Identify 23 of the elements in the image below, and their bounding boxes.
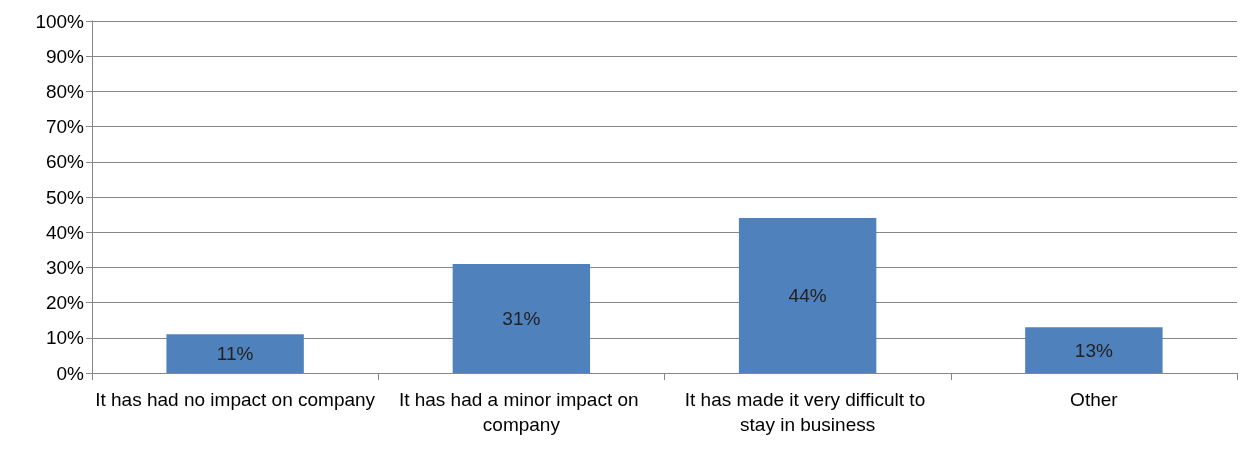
y-tick-label: 50% (45, 186, 85, 208)
y-tick-label: 40% (45, 221, 85, 243)
y-tick-label: 80% (45, 80, 85, 102)
bar (1025, 327, 1163, 373)
bar (738, 218, 877, 373)
x-tick-label: Other (1070, 389, 1119, 410)
x-tick-label: It has made it very difficult to stay in business (684, 389, 931, 435)
y-tick-label: 90% (45, 45, 85, 67)
bar (166, 334, 304, 373)
data-label: 13% (1074, 339, 1113, 361)
x-tick-label: It has had no impact on company (95, 389, 376, 410)
y-tick-label: 10% (45, 327, 85, 349)
y-tick-label: 0% (56, 362, 85, 384)
y-tick-label: 100% (35, 10, 85, 32)
y-tick-label: 20% (45, 292, 85, 314)
y-tick-label: 70% (45, 116, 85, 138)
data-label: 44% (788, 285, 827, 307)
data-label: 11% (216, 343, 254, 365)
y-tick-label: 30% (45, 256, 85, 278)
data-label: 31% (502, 307, 541, 329)
bar (452, 263, 591, 373)
y-tick-label: 60% (45, 151, 85, 173)
x-tick-label: It has had a minor impact on company (398, 389, 644, 435)
